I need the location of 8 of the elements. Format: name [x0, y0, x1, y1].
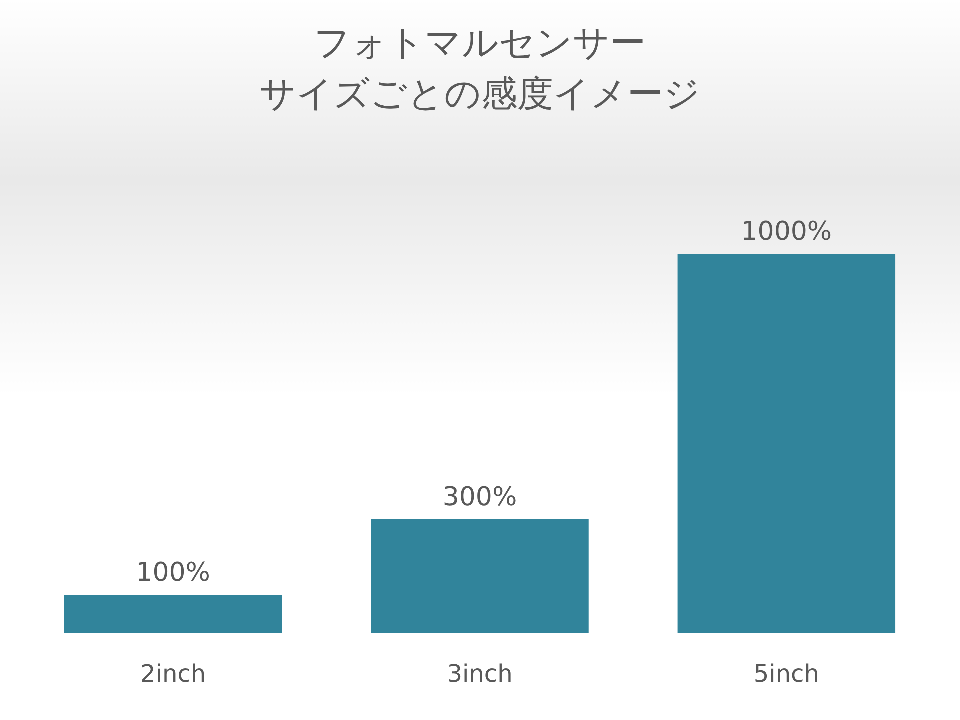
- data-label: 100%: [136, 558, 211, 588]
- data-label: 1000%: [741, 216, 832, 247]
- x-tick-label: 5inch: [754, 660, 820, 688]
- data-label: 300%: [442, 482, 518, 512]
- x-tick-label: 3inch: [447, 660, 513, 688]
- x-tick-label: 2inch: [140, 660, 206, 688]
- chart-subtitle: サイズごとの感度イメージ: [260, 74, 700, 116]
- chart-title: フォトマルセンサー: [314, 22, 646, 64]
